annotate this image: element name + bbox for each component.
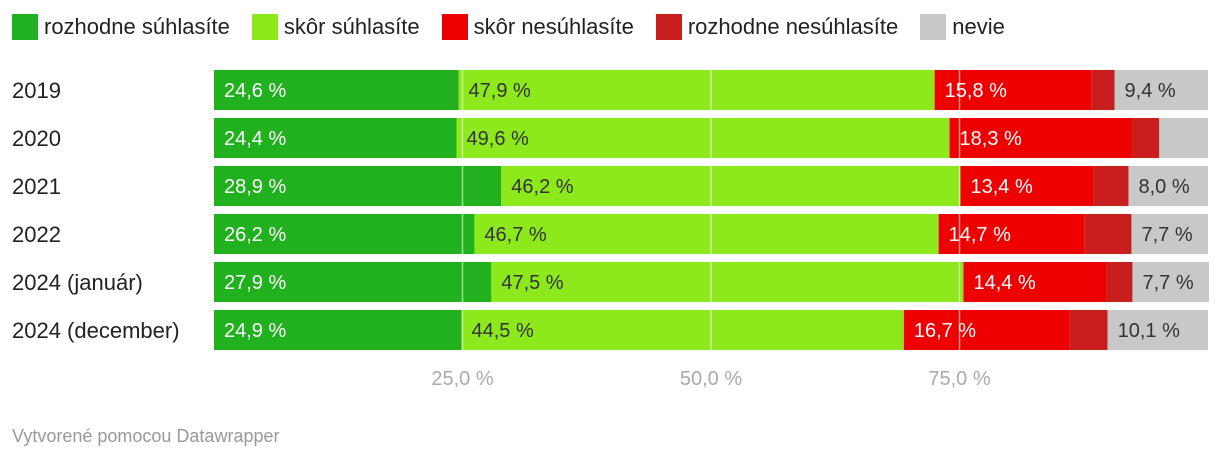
bar-segment	[903, 310, 1070, 350]
bar-segment	[1107, 310, 1208, 350]
value-label: 44,5 %	[472, 320, 534, 342]
x-tick-label: 25,0 %	[431, 368, 493, 390]
legend-swatch	[920, 14, 947, 40]
bar-segment	[474, 214, 939, 254]
value-label: 7,7 %	[1142, 272, 1193, 294]
category-label: 2022	[12, 222, 61, 247]
legend-swatch	[12, 14, 38, 40]
bar-segment	[1084, 214, 1132, 254]
bar-segment	[960, 166, 1094, 206]
value-label: 24,4 %	[224, 128, 286, 150]
legend-item: nevie	[920, 14, 1005, 40]
credit-text: Vytvorené pomocou Datawrapper	[12, 426, 280, 446]
legend-swatch	[251, 14, 278, 40]
legend-item: skôr súhlasíte	[251, 14, 420, 40]
category-label: 2024 (január)	[12, 270, 143, 295]
value-label: 46,2 %	[511, 176, 573, 198]
bar-segment	[934, 70, 1092, 110]
bar-segment	[501, 166, 961, 206]
legend: rozhodne súhlasíte skôr súhlasíte skôr nes…	[12, 12, 1027, 42]
value-label: 13,4 %	[970, 176, 1032, 198]
bar-segment	[1131, 118, 1160, 158]
bar-segment	[949, 118, 1132, 158]
bar-segment	[1114, 70, 1208, 110]
legend-label: nevie	[952, 14, 1005, 39]
value-label: 26,2 %	[224, 224, 286, 246]
bar-segment	[1128, 166, 1208, 206]
bar-segment	[1106, 262, 1133, 302]
bar-segment	[456, 118, 950, 158]
bar-segment	[1132, 262, 1209, 302]
legend-item: rozhodne súhlasíte	[12, 14, 230, 40]
bar-segment	[214, 214, 475, 254]
category-label: 2020	[12, 126, 61, 151]
value-label: 28,9 %	[224, 176, 286, 198]
value-label: 8,0 %	[1138, 176, 1189, 198]
bar-segment	[214, 166, 502, 206]
bar-segment	[491, 262, 964, 302]
value-label: 14,4 %	[973, 272, 1035, 294]
value-label: 14,7 %	[949, 224, 1011, 246]
legend-label: skôr súhlasíte	[283, 14, 420, 39]
value-label: 24,9 %	[224, 320, 286, 342]
legend-label: skôr nesúhlasíte	[473, 14, 634, 39]
bar-segment	[461, 310, 904, 350]
legend-label: rozhodne nesúhlasíte	[687, 14, 899, 39]
bar-segment	[1131, 214, 1208, 254]
category-label: 2024 (december)	[12, 318, 180, 343]
value-label: 49,6 %	[467, 128, 529, 150]
bar-segment	[1159, 118, 1208, 158]
value-label: 15,8 %	[945, 80, 1007, 102]
legend-swatch	[655, 14, 682, 40]
bar-segment	[1069, 310, 1108, 350]
legend-label: rozhodne súhlasíte	[44, 14, 230, 39]
value-label: 47,5 %	[501, 272, 563, 294]
bar-segment	[938, 214, 1085, 254]
legend-swatch	[441, 14, 468, 40]
bar-segment	[214, 70, 459, 110]
value-label: 24,6 %	[224, 80, 286, 102]
value-label: 9,4 %	[1125, 80, 1176, 102]
bar-segment	[214, 118, 457, 158]
value-label: 18,3 %	[960, 128, 1022, 150]
x-tick-label: 75,0 %	[928, 368, 990, 390]
value-label: 47,9 %	[469, 80, 531, 102]
legend-item: skôr nesúhlasíte	[441, 14, 634, 40]
category-label: 2021	[12, 174, 61, 199]
value-label: 16,7 %	[914, 320, 976, 342]
bar-segment	[1091, 70, 1115, 110]
bar-segment	[458, 70, 935, 110]
value-label: 7,7 %	[1141, 224, 1192, 246]
x-tick-label: 50,0 %	[680, 368, 742, 390]
bar-segment	[214, 262, 492, 302]
bar-segment	[963, 262, 1107, 302]
bar-segment	[1093, 166, 1129, 206]
value-label: 27,9 %	[224, 272, 286, 294]
bar-segment	[214, 310, 462, 350]
category-label: 2019	[12, 78, 61, 103]
value-label: 46,7 %	[484, 224, 546, 246]
value-label: 10,1 %	[1118, 320, 1180, 342]
legend-item: rozhodne nesúhlasíte	[655, 14, 899, 40]
